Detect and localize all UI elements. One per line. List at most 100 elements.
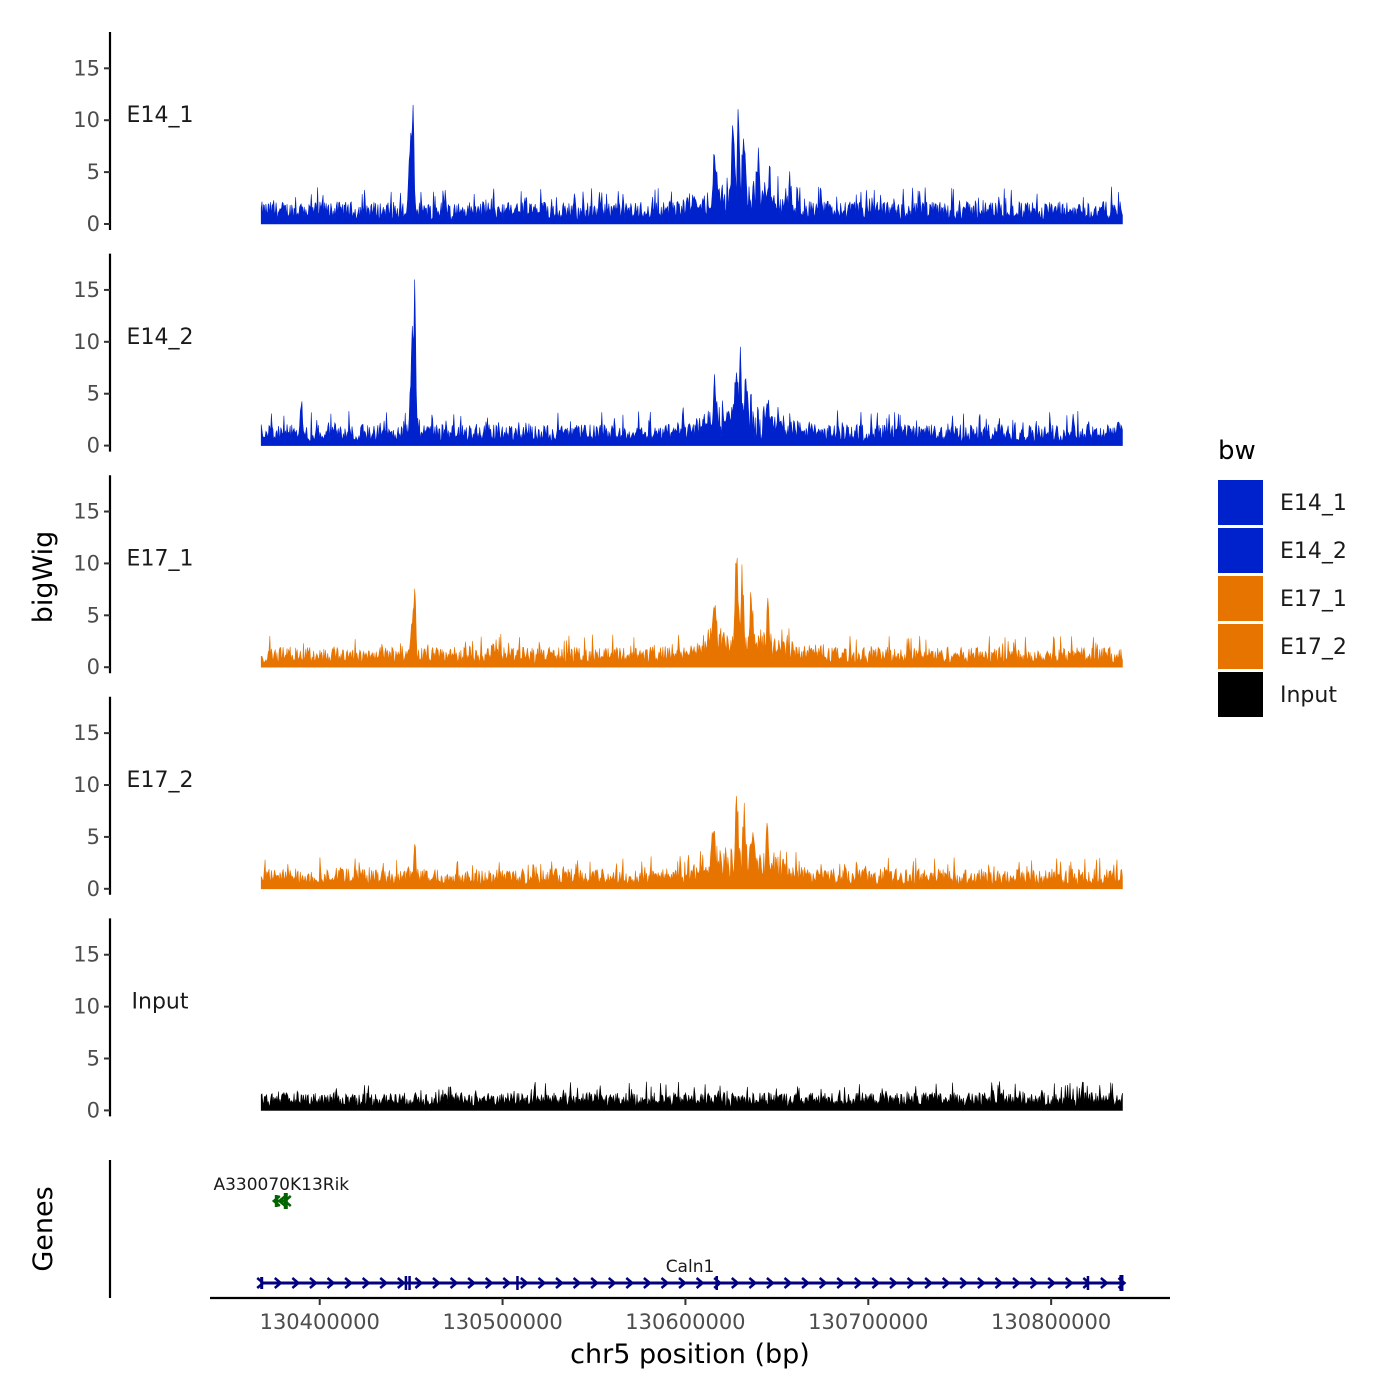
legend-swatch — [1218, 528, 1263, 573]
y-tick-label: 15 — [73, 721, 100, 745]
strand-arrow — [590, 1277, 600, 1289]
strand-arrow — [309, 1277, 318, 1289]
strand-arrow — [361, 1277, 371, 1289]
genes-track-title: Genes — [28, 1186, 59, 1271]
y-axis-title: bigWig — [28, 531, 59, 624]
y-tick-label: 10 — [73, 108, 100, 132]
strand-arrow — [1100, 1277, 1109, 1289]
y-tick-label: 5 — [87, 825, 100, 849]
gene-caln1: Caln1 — [256, 1257, 1127, 1291]
x-tick-label: 130400000 — [260, 1310, 380, 1334]
x-tick-label: 130500000 — [442, 1310, 562, 1334]
legend-swatch — [1218, 672, 1263, 717]
strand-arrow — [889, 1277, 898, 1289]
signal-area — [260, 279, 1123, 446]
y-tick-label: 15 — [73, 278, 100, 302]
strand-arrow — [1064, 1277, 1074, 1289]
strand-arrow — [326, 1277, 336, 1289]
signal-panels: 0 5 10 15 E14_1 0 5 10 15 E14_2 0 5 10 15 E17_1 0 5 10 15 E… — [73, 32, 1123, 1122]
strand-arrow — [1082, 1277, 1092, 1289]
exon — [283, 1193, 288, 1209]
strand-arrow — [467, 1277, 477, 1289]
y-tick-label: 0 — [87, 212, 100, 236]
strand-arrow — [801, 1277, 811, 1289]
signal-area — [260, 557, 1123, 668]
exon — [1119, 1275, 1124, 1291]
x-tick-label: 130800000 — [991, 1310, 1111, 1334]
strand-arrow — [1047, 1277, 1057, 1289]
legend-label: E14_2 — [1280, 539, 1347, 564]
panel-input: 0 5 10 15 Input — [73, 918, 1123, 1122]
strand-arrow — [871, 1277, 881, 1289]
strand-arrow — [783, 1277, 793, 1289]
legend: bw E14_1 E14_2 E17_1 E17_2 Input — [1218, 436, 1347, 717]
x-tick-label: 130600000 — [625, 1310, 745, 1334]
strand-arrow — [273, 1277, 283, 1289]
exon — [1086, 1276, 1090, 1290]
legend-label: Input — [1280, 683, 1337, 708]
exon — [260, 1277, 264, 1289]
exon — [715, 1276, 719, 1290]
strand-arrow — [730, 1277, 740, 1289]
strand-arrow — [520, 1277, 529, 1289]
y-tick-label: 0 — [87, 434, 100, 458]
x-axis: 130400000 130500000 130600000 130700000 1308… — [210, 1296, 1170, 1334]
legend-swatch — [1218, 576, 1263, 621]
gene-label: Caln1 — [666, 1257, 715, 1277]
strand-arrow — [836, 1277, 846, 1289]
exon — [408, 1276, 411, 1290]
y-tick-label: 0 — [87, 1098, 100, 1122]
strand-arrow — [678, 1277, 687, 1289]
panel-label: E17_1 — [127, 546, 194, 571]
y-tick-label: 5 — [87, 1047, 100, 1071]
gene-a330070k13rik: A330070K13Rik — [213, 1175, 349, 1209]
strand-arrow — [1012, 1277, 1021, 1289]
y-tick-label: 0 — [87, 655, 100, 679]
x-tick-label: 130700000 — [808, 1310, 928, 1334]
genes-track: A330070K13Rik Caln1 — [108, 1160, 1127, 1298]
exon — [516, 1276, 519, 1290]
strand-arrow — [766, 1277, 775, 1289]
exon — [404, 1276, 408, 1290]
legend-label: E14_1 — [1280, 491, 1347, 516]
strand-arrow — [660, 1277, 670, 1289]
y-tick-label: 10 — [73, 773, 100, 797]
strand-arrow — [484, 1277, 494, 1289]
legend-title: bw — [1218, 436, 1256, 466]
strand-arrow — [502, 1277, 512, 1289]
strand-arrow — [994, 1277, 1004, 1289]
signal-area — [260, 104, 1123, 225]
strand-arrow — [1029, 1277, 1039, 1289]
panel-label: E17_2 — [127, 768, 194, 793]
y-tick-label: 10 — [73, 551, 100, 575]
y-tick-label: 5 — [87, 603, 100, 627]
strand-arrow — [449, 1277, 459, 1289]
x-axis-title: chr5 position (bp) — [570, 1339, 810, 1370]
y-tick-label: 15 — [73, 500, 100, 524]
strand-arrow — [643, 1277, 652, 1289]
strand-arrow — [959, 1277, 969, 1289]
strand-arrow — [924, 1277, 934, 1289]
panel-e14-2: 0 5 10 15 E14_2 — [73, 253, 1123, 458]
strand-arrow — [414, 1277, 424, 1289]
signal-area — [260, 1081, 1123, 1111]
y-tick-label: 15 — [73, 56, 100, 80]
legend-swatch — [1218, 624, 1263, 669]
strand-arrow — [748, 1277, 758, 1289]
strand-arrow — [854, 1277, 863, 1289]
panel-e17-2: 0 5 10 15 E17_2 — [73, 696, 1123, 901]
strand-arrow — [432, 1277, 441, 1289]
legend-swatch — [1218, 480, 1263, 525]
strand-arrow — [537, 1277, 547, 1289]
y-tick-label: 5 — [87, 160, 100, 184]
strand-arrow — [572, 1277, 582, 1289]
strand-arrow — [291, 1277, 301, 1289]
strand-arrow — [397, 1277, 406, 1289]
panel-label: E14_1 — [127, 103, 194, 128]
strand-arrow — [941, 1277, 951, 1289]
panel-e14-1: 0 5 10 15 E14_1 — [73, 32, 1123, 236]
panel-label: Input — [132, 990, 189, 1015]
strand-arrow — [555, 1277, 564, 1289]
strand-arrow — [277, 1195, 287, 1207]
